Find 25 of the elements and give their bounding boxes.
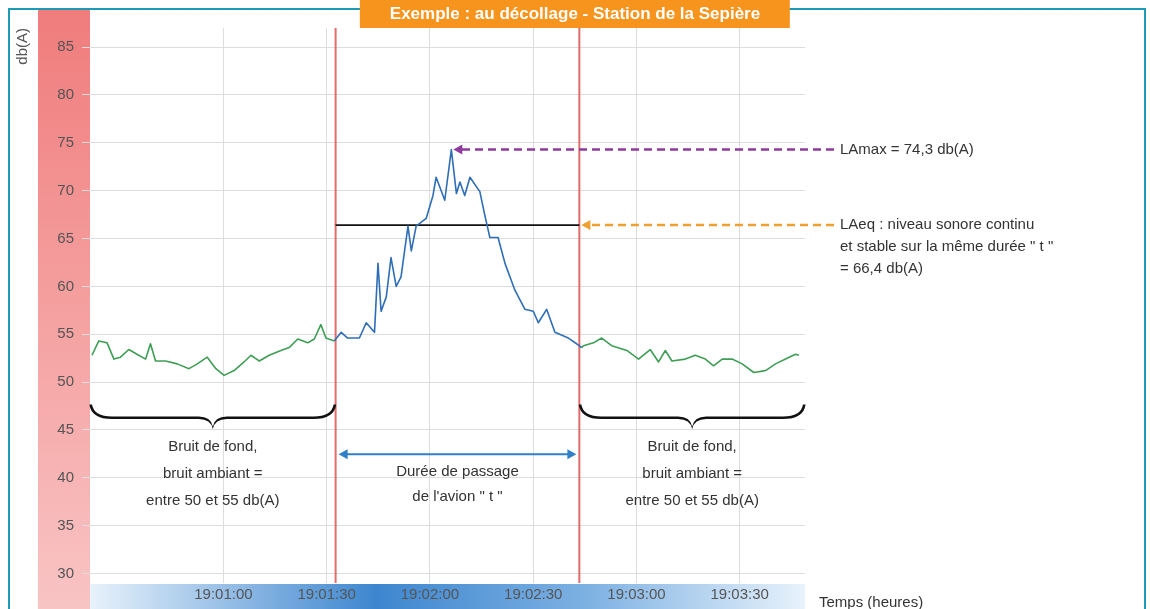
y-tick-label: 80 bbox=[57, 85, 74, 103]
y-tick-label: 65 bbox=[57, 228, 74, 246]
y-tick-label: 55 bbox=[57, 324, 74, 342]
x-tick-label: 19:02:00 bbox=[400, 585, 460, 603]
x-tick-label: 19:02:30 bbox=[504, 585, 563, 603]
x-tick-label: 19:03:30 bbox=[710, 585, 769, 603]
x-tick-label: 19:01:00 bbox=[194, 585, 253, 603]
y-axis-title: db(A) bbox=[13, 28, 31, 65]
y-tick-label: 35 bbox=[57, 515, 74, 533]
y-tick-label: 50 bbox=[57, 372, 74, 390]
y-tick-label: 30 bbox=[57, 563, 74, 581]
annotation: Durée de passage de l'avion " t " bbox=[396, 462, 519, 505]
y-tick-label: 40 bbox=[57, 467, 74, 485]
chart-title: Exemple : au décollage - Station de la Sepière bbox=[359, 0, 791, 28]
annotation: Bruit de fond, bruit ambiant = entre 50 et 55 db(A) bbox=[625, 437, 759, 509]
x-tick-label: 19:03:00 bbox=[607, 585, 666, 603]
x-tick-label: 19:01:30 bbox=[297, 585, 356, 603]
y-tick-label: 85 bbox=[57, 37, 74, 55]
text: LAmax = 74,3 db(A) bbox=[840, 139, 974, 157]
annotation: Bruit de fond, bruit ambiant = entre 50 et 55 db(A) bbox=[146, 437, 280, 509]
y-tick-label: 70 bbox=[57, 180, 74, 198]
y-tick-label: 60 bbox=[57, 276, 74, 294]
y-tick-label: 45 bbox=[57, 420, 74, 438]
y-tick-label: 75 bbox=[57, 132, 74, 150]
text: LAeq : niveau sonore continu et stable sur la même durée " t " = 66,4 db(A) bbox=[840, 215, 1054, 277]
